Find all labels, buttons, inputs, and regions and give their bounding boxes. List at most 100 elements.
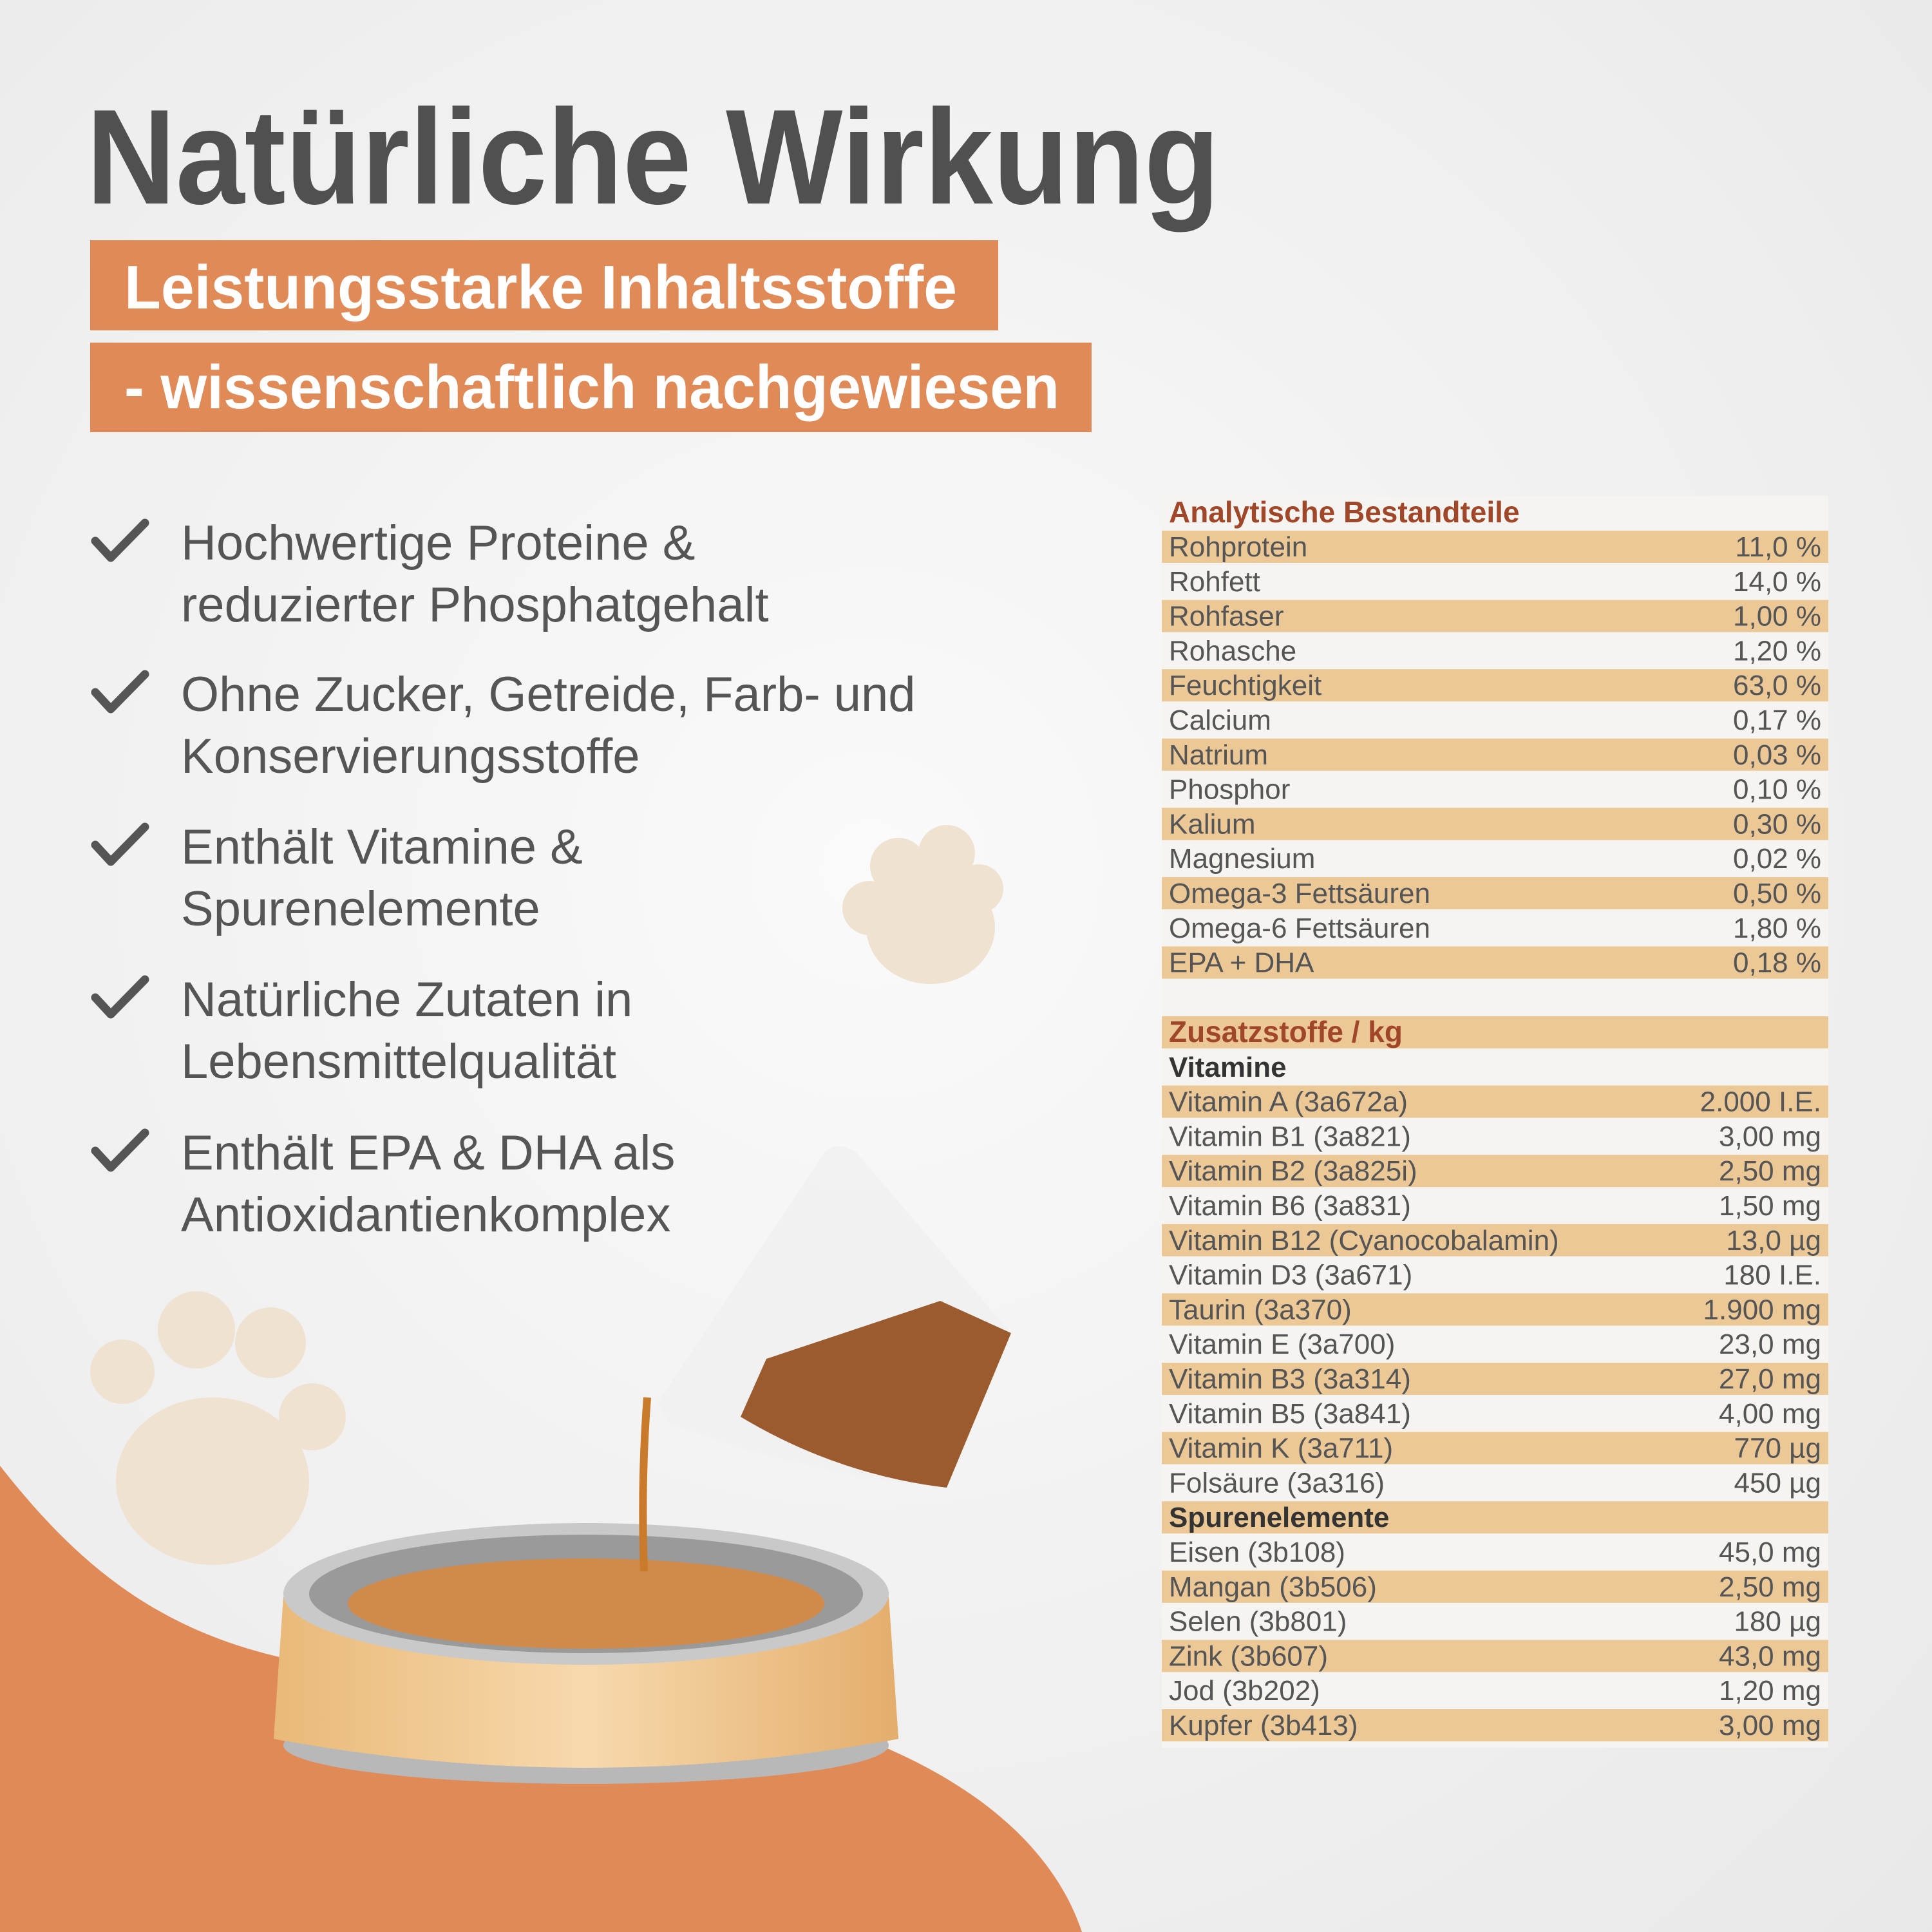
table-label: Jod (3b202) [1169,1675,1320,1707]
table-value: 11,0 % [1735,531,1821,563]
table-label: Kalium [1169,808,1256,840]
table-label: Selen (3b801) [1169,1606,1347,1638]
subtitle-box [90,240,998,330]
table-row-band [1162,1155,1828,1188]
table-value: 1,50 mg [1719,1190,1821,1222]
table-value: 0,50 % [1733,878,1821,909]
table-value: 770 µg [1734,1433,1821,1464]
table-value: 45,0 mg [1719,1537,1821,1568]
section-heading: Analytische Bestandteile [1169,495,1520,529]
table-value: 1,20 % [1733,635,1821,667]
table-label: Calcium [1169,705,1271,736]
table-value: 27,0 mg [1719,1363,1821,1395]
table-value: 1,80 % [1733,913,1821,944]
table-value: 1,00 % [1733,601,1821,632]
table-label: Rohprotein [1169,531,1307,563]
table-value: 0,17 % [1733,705,1821,736]
table-label: Omega-3 Fettsäuren [1169,878,1430,909]
table-value: 2,50 mg [1719,1571,1821,1603]
table-label: EPA + DHA [1169,947,1314,979]
table-value: 3,00 mg [1719,1710,1821,1741]
check-icon [91,518,149,562]
paw-prints [90,825,1003,1565]
table-value: 13,0 µg [1726,1225,1821,1256]
table-label: Vitamin E (3a700) [1169,1329,1395,1360]
table-row-band [1162,877,1828,909]
check-icon [91,975,149,1019]
table-label: Taurin (3a370) [1169,1294,1352,1325]
table-row-band [1162,1501,1828,1534]
section-heading: Zusatzstoffe / kg [1169,1015,1403,1048]
table-label: Vitamin B12 (Cyanocobalamin) [1169,1225,1559,1256]
table-value: 63,0 % [1733,670,1821,701]
table-background [1162,496,1828,1748]
subtitle-box [90,343,1092,432]
table-value: 4,00 mg [1719,1398,1821,1430]
check-icon [91,822,149,866]
table-label: Rohfaser [1169,601,1284,632]
table-row-band [1162,946,1828,979]
table-label: Magnesium [1169,843,1315,875]
table-row-band [1162,1016,1828,1048]
table-label: Vitamin A (3a672a) [1169,1086,1408,1118]
table-row-band [1162,738,1828,771]
table-label: Rohasche [1169,635,1296,667]
table-value: 43,0 mg [1719,1640,1821,1672]
table-value: 2.000 I.E. [1700,1086,1821,1118]
table-row-band [1162,1085,1828,1118]
table-row-band [1162,531,1828,563]
table-value: 0,10 % [1733,774,1821,806]
table-row-band [1162,1363,1828,1395]
table-value: 0,03 % [1733,739,1821,771]
table-row-band [1162,1640,1828,1672]
subtitle: - wissenschaftlich nachgewiesen [124,353,1059,422]
table-label: Mangan (3b506) [1169,1571,1377,1603]
table-value: 180 µg [1734,1606,1821,1638]
bowl [274,1146,1011,1784]
bullet-text: Enthält EPA & DHA als [181,1126,675,1180]
table-label: Vitamin B5 (3a841) [1169,1398,1411,1430]
table-row-band [1162,1709,1828,1741]
group-heading: Spurenelemente [1169,1502,1389,1533]
table-label: Phosphor [1169,774,1290,806]
table-label: Feuchtigkeit [1169,670,1321,701]
table-row-band [1162,669,1828,702]
table-label: Eisen (3b108) [1169,1537,1345,1568]
bullet-text: Konservierungsstoffe [181,729,640,784]
bullet-text: Antioxidantienkomplex [181,1188,670,1242]
group-heading: Vitamine [1169,1052,1287,1083]
subtitle: Leistungsstarke Inhaltsstoffe [124,253,957,322]
table-row-band [1162,808,1828,840]
check-icon [91,1128,149,1172]
table-label: Natrium [1169,739,1268,771]
bullet-text: Ohne Zucker, Getreide, Farb- und [181,667,916,722]
table-value: 180 I.E. [1723,1260,1821,1291]
table-value: 0,18 % [1733,947,1821,979]
table-label: Rohfett [1169,566,1260,598]
bullet-text: Hochwertige Proteine & [181,516,695,571]
table-row-band [1162,1570,1828,1603]
table-value: 0,30 % [1733,808,1821,840]
table-value: 14,0 % [1733,566,1821,598]
table-label: Folsäure (3a316) [1169,1467,1385,1499]
table-row-band [1162,1432,1828,1464]
bullet-text: Enthält Vitamine & [181,820,583,875]
table-row-band [1162,1293,1828,1326]
table-row-band [1162,600,1828,632]
table-label: Vitamin B2 (3a825i) [1169,1155,1417,1187]
table-value: 23,0 mg [1719,1329,1821,1360]
table-value: 2,50 mg [1719,1155,1821,1187]
table-label: Vitamin B3 (3a314) [1169,1363,1411,1395]
table-label: Vitamin B1 (3a821) [1169,1121,1411,1152]
table-value: 1.900 mg [1703,1294,1821,1325]
table-value: 3,00 mg [1719,1121,1821,1152]
check-icon [91,670,149,714]
table-value: 0,02 % [1733,843,1821,875]
bullet-text: Natürliche Zutaten in [181,972,632,1027]
table-label: Vitamin K (3a711) [1169,1433,1393,1464]
table-value: 450 µg [1734,1467,1821,1499]
table-label: Omega-6 Fettsäuren [1169,913,1430,944]
table-value: 1,20 mg [1719,1675,1821,1707]
bullet-text: Spurenelemente [181,882,540,936]
